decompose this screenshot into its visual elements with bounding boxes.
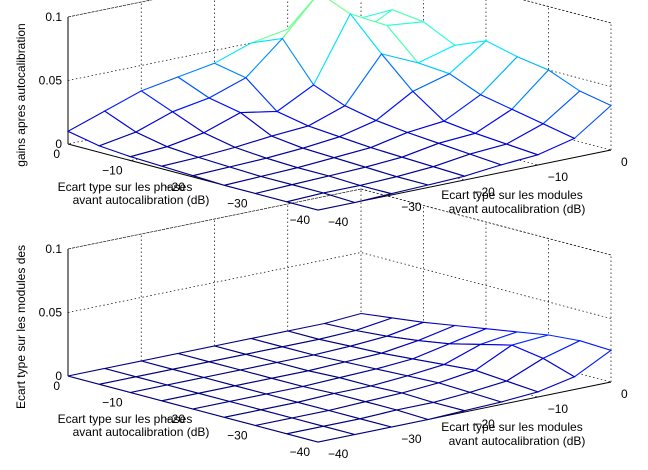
x-tick-label: −40 <box>290 213 311 227</box>
y-tick-label: −30 <box>401 432 422 446</box>
y-axis-label: Ecart type sur les modules <box>441 188 582 202</box>
x-tick-label: 0 <box>53 147 60 161</box>
z-tick-label: 0.1 <box>45 242 62 256</box>
y-tick-label: −10 <box>548 170 569 184</box>
y-tick-label: −40 <box>328 447 349 461</box>
surface-plot-top: 00.050.10−10−20−30−400−10−20−30−40Ecart … <box>14 0 628 229</box>
x-axis-label: avant autocalibration (dB) <box>73 193 210 207</box>
z-tick-label: 0.1 <box>45 10 62 24</box>
y-tick-label: 0 <box>621 155 628 169</box>
x-tick-label: −10 <box>102 396 123 410</box>
x-tick-label: −40 <box>290 445 311 459</box>
z-axis-label: gains apres autocalibration <box>14 23 28 166</box>
y-tick-label: 0 <box>621 387 628 401</box>
z-gridline <box>68 253 611 319</box>
z-tick-label: 0.05 <box>39 74 63 88</box>
surface-plot-bottom: 00.050.10−10−20−30−400−10−20−30−40Ecart … <box>14 189 628 461</box>
y-axis-label: avant autocalibration (dB) <box>449 434 586 448</box>
x-tick-label: −30 <box>227 197 248 211</box>
x-tick-label: −10 <box>102 164 123 178</box>
y-tick-label: −40 <box>328 215 349 229</box>
x-tick-label: 0 <box>53 379 60 393</box>
x-axis-label: Ecart type sur les phases <box>58 180 193 194</box>
y-tick-label: −10 <box>548 402 569 416</box>
x-tick-label: −30 <box>227 429 248 443</box>
z-axis-label: Ecart type sur les modules des <box>14 245 28 409</box>
x-axis-label: Ecart type sur les phases <box>58 412 193 426</box>
y-axis-label: Ecart type sur les modules <box>441 420 582 434</box>
z-tick-label: 0.05 <box>39 306 63 320</box>
y-axis-label: avant autocalibration (dB) <box>449 202 586 216</box>
x-axis-label: avant autocalibration (dB) <box>73 425 210 439</box>
